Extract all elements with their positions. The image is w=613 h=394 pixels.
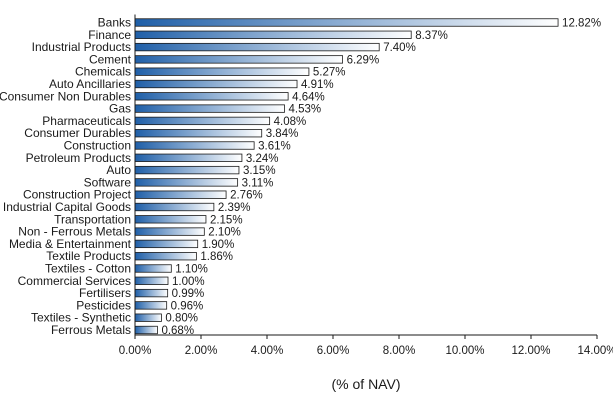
value-label-cement: 6.29%: [347, 54, 380, 66]
value-label-finance: 8.37%: [415, 30, 448, 42]
value-label-textiles-synthetic: 0.80%: [165, 313, 198, 325]
category-label-auto-ancillaries: Auto Ancillaries: [49, 77, 131, 91]
category-label-software: Software: [84, 175, 132, 189]
bar-auto: [134, 165, 240, 175]
bar-non-ferrous-metals: [134, 227, 205, 236]
value-label-non-ferrous-metals: 2.10%: [208, 227, 241, 239]
value-label-software: 3.11%: [242, 177, 274, 189]
category-label-industrial-capital-goods: Industrial Capital Goods: [3, 200, 131, 214]
value-label-transportation: 2.15%: [210, 214, 243, 226]
bar-transportation: [134, 215, 207, 224]
category-label-auto: Auto: [106, 163, 131, 177]
value-label-petroleum-products: 3.24%: [246, 153, 279, 165]
x-axis-title: (% of NAV): [332, 376, 401, 392]
category-label-consumer-non-durables: Consumer Non Durables: [0, 89, 131, 103]
bar-banks: [134, 18, 559, 27]
category-label-textiles-cotton: Textiles - Cotton: [45, 262, 131, 276]
value-label-textile-products: 1.86%: [200, 251, 233, 263]
bars-group: Banks 12.82% Finance 8.37% Industrial Produc…: [0, 16, 601, 338]
category-label-textile-products: Textile Products: [46, 249, 131, 263]
value-label-pharmaceuticals: 4.08%: [274, 116, 307, 128]
bar-industrial-products: [134, 42, 380, 52]
bar-finance: [134, 30, 412, 39]
bar-consumer-durables: [134, 129, 263, 138]
x-tick-label: 8.00%: [383, 345, 416, 357]
category-label-transportation: Transportation: [54, 212, 131, 226]
value-label-textiles-cotton: 1.10%: [175, 264, 208, 276]
bar-textile-products: [134, 252, 197, 261]
category-label-banks: Banks: [98, 16, 131, 30]
value-label-construction: 3.61%: [258, 141, 291, 153]
category-label-industrial-products: Industrial Products: [32, 40, 131, 54]
category-label-construction-project: Construction Project: [23, 188, 132, 202]
value-label-pesticides: 0.96%: [171, 300, 204, 312]
bar-auto-ancillaries: [134, 79, 298, 89]
bar-pesticides: [134, 301, 168, 310]
bar-consumer-non-durables: [134, 92, 289, 101]
category-label-commercial-services: Commercial Services: [18, 274, 131, 288]
bar-construction: [134, 141, 255, 150]
bar-cement: [134, 55, 343, 64]
value-label-banks: 12.82%: [562, 18, 601, 30]
bar-gas: [134, 104, 285, 113]
category-label-construction: Construction: [64, 139, 131, 153]
x-tick-label: 6.00%: [317, 345, 350, 357]
x-tick-label: 2.00%: [185, 345, 218, 357]
value-label-ferrous-metals: 0.68%: [161, 325, 194, 337]
value-label-construction-project: 2.76%: [230, 190, 263, 202]
category-label-consumer-durables: Consumer Durables: [24, 126, 131, 140]
category-label-petroleum-products: Petroleum Products: [26, 151, 131, 165]
axes-group: 0.00% 2.00% 4.00% 6.00% 8.00% 10.00% 12.00% 14.…: [119, 14, 613, 357]
x-tick-label: 0.00%: [119, 345, 152, 357]
bar-chemicals: [134, 67, 310, 76]
bar-industrial-capital-goods: [134, 202, 215, 212]
value-label-gas: 4.53%: [288, 104, 321, 116]
category-label-finance: Finance: [88, 28, 131, 42]
category-label-gas: Gas: [109, 102, 131, 116]
bar-commercial-services: [134, 276, 169, 285]
value-label-industrial-capital-goods: 2.39%: [218, 202, 251, 214]
bar-fertilisers: [134, 288, 169, 298]
bar-petroleum-products: [134, 153, 243, 162]
bar-media-entertainment: [134, 239, 199, 249]
value-label-consumer-non-durables: 4.64%: [292, 91, 325, 103]
category-label-cement: Cement: [89, 52, 132, 66]
bar-software: [134, 178, 239, 187]
bar-textiles-cotton: [134, 264, 172, 273]
value-label-auto: 3.15%: [243, 165, 276, 177]
x-tick-label: 12.00%: [511, 345, 550, 357]
category-label-chemicals: Chemicals: [75, 65, 131, 79]
value-label-industrial-products: 7.40%: [383, 42, 416, 54]
bar-ferrous-metals: [134, 325, 158, 335]
value-label-chemicals: 5.27%: [313, 67, 346, 79]
bar-construction-project: [134, 190, 227, 199]
category-label-media-entertainment: Media & Entertainment: [9, 237, 132, 251]
category-label-pharmaceuticals: Pharmaceuticals: [42, 114, 131, 128]
value-label-consumer-durables: 3.84%: [266, 128, 299, 140]
x-tick-label: 10.00%: [445, 345, 484, 357]
category-label-pesticides: Pesticides: [76, 298, 131, 312]
category-label-ferrous-metals: Ferrous Metals: [51, 323, 131, 337]
x-tick-label: 14.00%: [577, 345, 613, 357]
bar-textiles-synthetic: [134, 313, 162, 322]
category-label-non-ferrous-metals: Non - Ferrous Metals: [18, 225, 131, 239]
value-label-media-entertainment: 1.90%: [202, 239, 235, 251]
bar-pharmaceuticals: [134, 116, 271, 126]
value-label-commercial-services: 1.00%: [172, 276, 205, 288]
category-label-textiles-synthetic: Textiles - Synthetic: [31, 311, 131, 325]
value-label-auto-ancillaries: 4.91%: [301, 79, 334, 91]
x-tick-label: 4.00%: [251, 345, 284, 357]
category-label-fertilisers: Fertilisers: [79, 286, 131, 300]
value-label-fertilisers: 0.99%: [172, 288, 205, 300]
